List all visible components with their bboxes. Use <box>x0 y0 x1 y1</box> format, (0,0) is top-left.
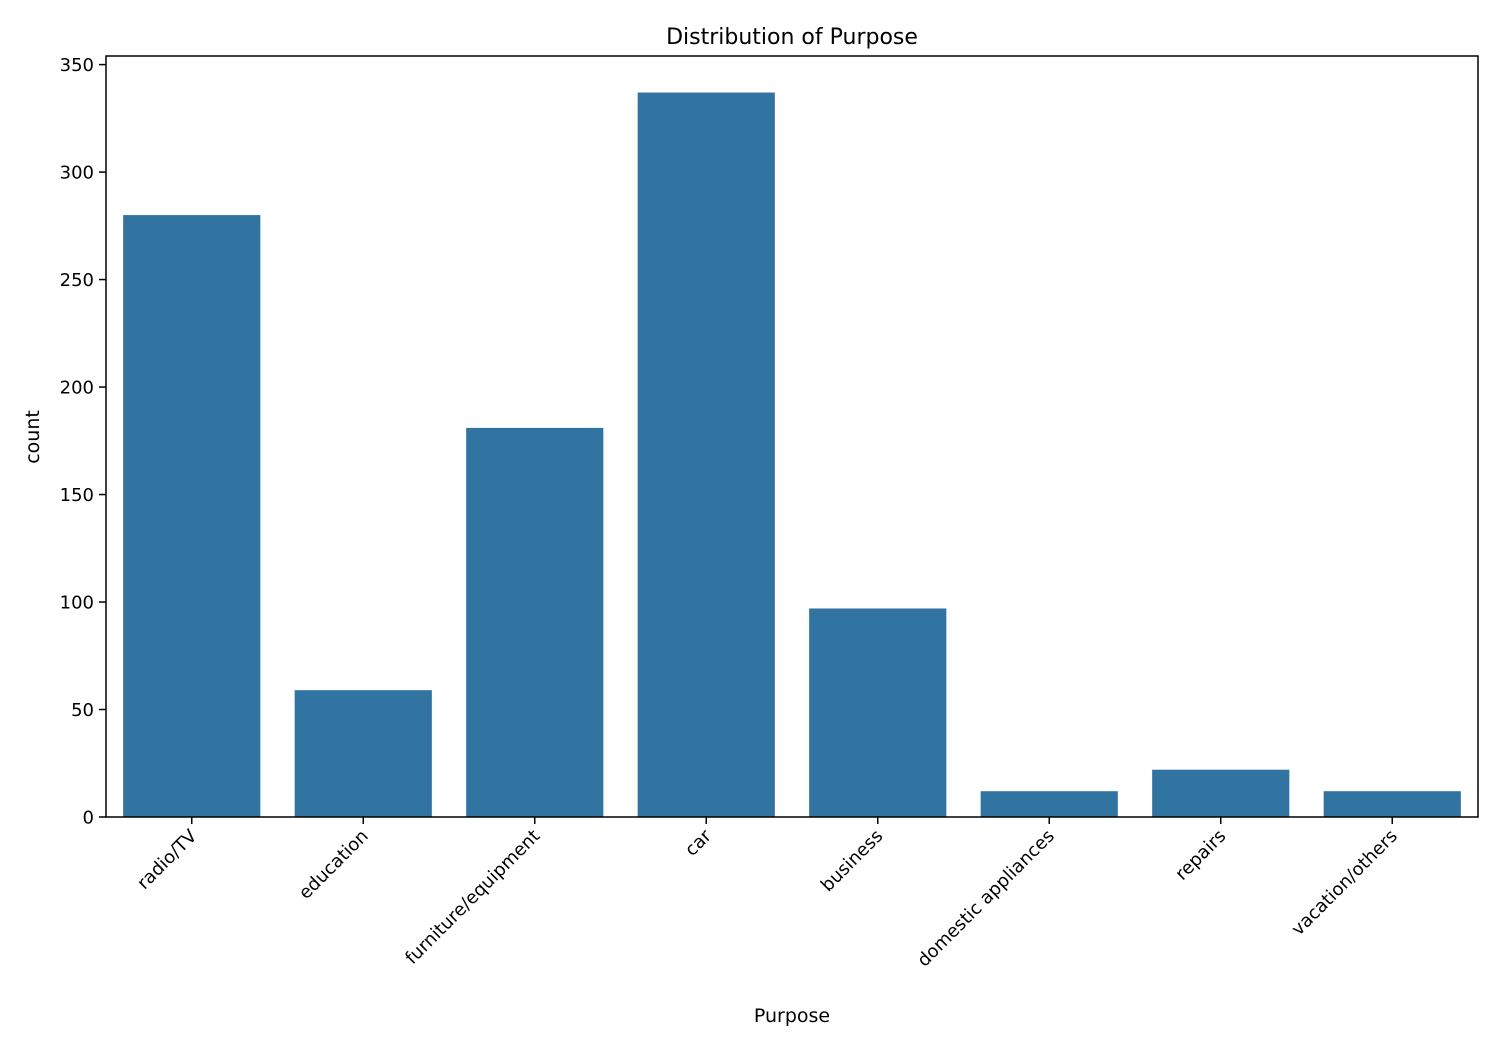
x-axis-label: Purpose <box>754 1005 830 1027</box>
bar-3 <box>637 92 775 818</box>
y-tick-label-6: 300 <box>60 163 94 184</box>
y-axis: 0 50 100 150 200 250 300 350 <box>60 55 106 829</box>
y-tick-label-2: 100 <box>60 593 94 614</box>
bar-6 <box>1152 769 1290 817</box>
bar-1 <box>294 690 432 817</box>
bars-group <box>123 92 1461 818</box>
plot-frame <box>105 55 1479 818</box>
y-tick-label-4: 200 <box>60 378 94 399</box>
bar-4 <box>809 608 947 817</box>
y-axis-label: count <box>22 410 44 464</box>
bar-7 <box>1323 791 1461 817</box>
y-tick-label-1: 50 <box>71 700 94 721</box>
chart-title: Distribution of Purpose <box>666 25 918 50</box>
bar-2 <box>466 427 604 817</box>
y-tick-label-0: 0 <box>83 808 94 829</box>
y-tick-label-3: 150 <box>60 485 94 506</box>
bar-0 <box>123 215 261 817</box>
y-tick-label-5: 250 <box>60 270 94 291</box>
y-tick-label-7: 350 <box>60 55 94 76</box>
bar-5 <box>980 791 1118 817</box>
